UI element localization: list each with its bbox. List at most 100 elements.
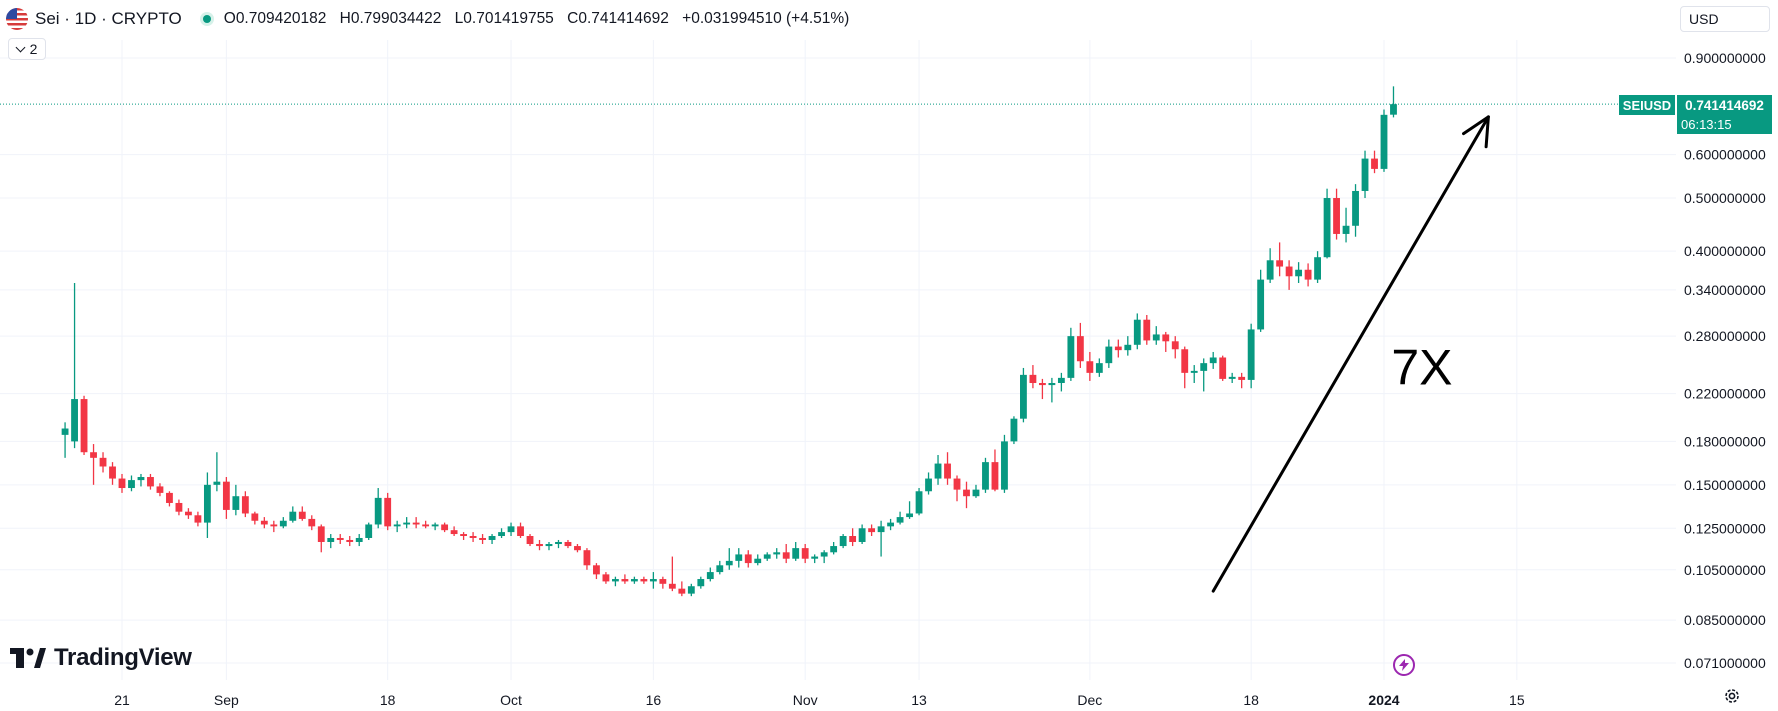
candle <box>640 576 648 584</box>
lightning-icon[interactable] <box>1393 654 1415 676</box>
candle <box>820 550 828 564</box>
candle-body <box>279 520 287 527</box>
candle-body <box>564 541 572 547</box>
candle <box>1143 314 1151 345</box>
time-tick-label: 2024 <box>1368 692 1399 708</box>
candle <box>801 544 809 564</box>
price-tick-label: 0.150000000 <box>1684 477 1766 493</box>
candle <box>308 515 316 531</box>
candle-body <box>185 511 192 516</box>
candle <box>934 455 942 485</box>
candle <box>1276 242 1284 277</box>
candle-body <box>953 478 961 490</box>
candle-body <box>716 565 724 573</box>
candle-body <box>1190 370 1198 373</box>
candle <box>346 536 354 547</box>
candle-body <box>355 537 363 542</box>
candle-body <box>1010 418 1018 442</box>
candle-body <box>773 552 781 555</box>
currency-selector[interactable]: USD <box>1680 6 1770 32</box>
candle-body <box>1295 269 1303 277</box>
candle-body <box>61 428 69 435</box>
candle <box>773 548 781 559</box>
candle-body <box>1238 376 1246 380</box>
candle <box>716 560 724 575</box>
gear-icon[interactable] <box>1723 687 1741 705</box>
candle-body <box>384 497 392 527</box>
candle <box>1285 260 1293 290</box>
candle-body <box>365 524 373 538</box>
candle-body <box>488 536 496 540</box>
candle-body <box>896 517 904 523</box>
candle-body <box>460 534 468 537</box>
candle <box>972 484 980 498</box>
price-axis[interactable]: 0.900000000 0.600000000 0.500000000 0.40000… <box>1684 50 1766 671</box>
candle <box>1171 336 1179 359</box>
tradingview-logo[interactable]: TradingView <box>10 644 192 672</box>
candle-body <box>868 528 876 533</box>
candle <box>1020 367 1027 423</box>
price-tick-label: 0.400000000 <box>1684 243 1766 259</box>
candle <box>953 475 961 502</box>
candle-body <box>574 546 581 551</box>
candle-body <box>80 399 88 453</box>
candle-body <box>1162 334 1170 342</box>
candle <box>1086 351 1094 381</box>
candle <box>925 472 932 495</box>
candle <box>61 422 69 458</box>
candle <box>1067 327 1075 381</box>
symbol-header[interactable]: Sei · 1D · CRYPTO O0.709420182 H0.799034… <box>6 8 849 30</box>
candle-body <box>820 552 828 557</box>
logo-text: TradingView <box>54 644 192 671</box>
candle-body <box>213 481 221 485</box>
candle <box>621 574 629 584</box>
candle-body <box>763 554 771 559</box>
candle-body <box>1133 319 1141 345</box>
open-value: 0.709420182 <box>235 10 327 27</box>
time-axis[interactable]: 21 Sep 18 Oct 16 Nov 13 Dec 18 2024 15 <box>114 692 1525 708</box>
candle-body <box>593 565 600 575</box>
candle <box>1380 109 1388 172</box>
candle <box>156 483 164 497</box>
candle <box>991 449 999 492</box>
candle <box>678 581 686 597</box>
candle-body <box>991 462 999 490</box>
candle-body <box>1323 198 1331 258</box>
candle <box>365 522 373 540</box>
candle <box>175 499 183 516</box>
candle-body <box>166 492 173 503</box>
candle <box>602 572 610 584</box>
ohlc-values: O0.709420182 H0.799034422 L0.701419755 C… <box>224 10 850 28</box>
price-tick-label: 0.180000000 <box>1684 433 1766 449</box>
candle <box>1124 336 1132 356</box>
candle-body <box>71 399 78 442</box>
candle <box>896 511 904 525</box>
indicators-collapse-button[interactable]: 2 <box>8 38 46 60</box>
candle <box>706 567 714 582</box>
candle <box>355 534 363 547</box>
candle <box>279 517 287 529</box>
candle <box>517 522 524 538</box>
market-status-icon[interactable] <box>199 12 214 26</box>
candle-body <box>1181 349 1189 373</box>
price-tick-label: 0.280000000 <box>1684 328 1766 344</box>
candle <box>422 520 430 529</box>
candle <box>754 554 762 566</box>
candle-body <box>431 524 439 527</box>
candle-body <box>118 478 126 489</box>
candle <box>1352 184 1359 237</box>
candle-body <box>1038 383 1046 386</box>
candle <box>109 462 116 485</box>
candle-body <box>706 572 714 580</box>
candle <box>1029 365 1037 389</box>
candle-body <box>858 528 866 542</box>
candle-body <box>811 556 819 559</box>
time-tick-label: Oct <box>500 692 522 708</box>
candle <box>403 517 411 529</box>
price-tick-label: 0.900000000 <box>1684 50 1766 66</box>
candle-body <box>526 536 534 545</box>
price-tick-label: 0.105000000 <box>1684 562 1766 578</box>
symbol-title[interactable]: Sei · 1D · CRYPTO <box>35 9 182 28</box>
candle <box>915 488 923 516</box>
